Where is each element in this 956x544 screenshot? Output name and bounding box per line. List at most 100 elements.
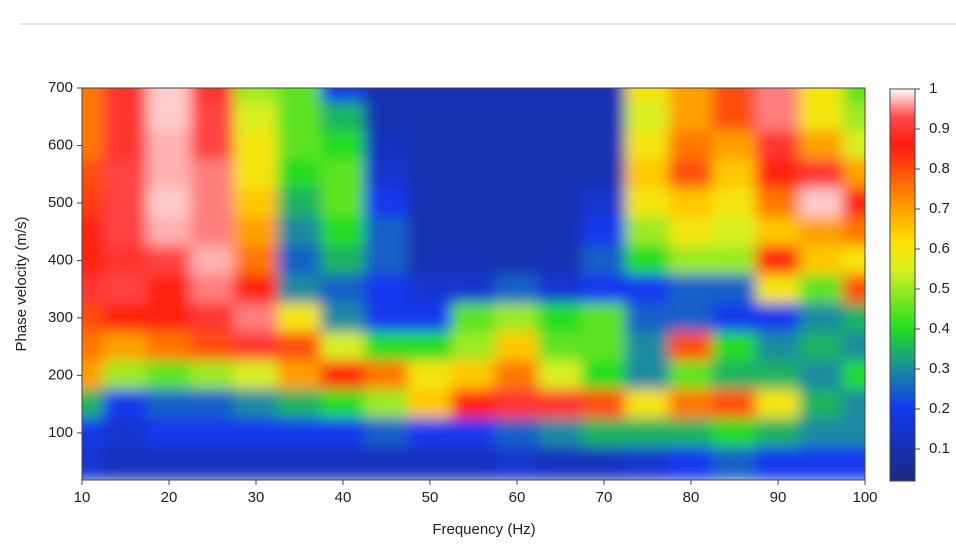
heat-cell: [538, 216, 583, 247]
heat-cell: [190, 88, 235, 103]
heat-cell: [581, 360, 627, 391]
heat-cell: [625, 446, 670, 480]
heat-cell: [82, 216, 105, 247]
colorbar-tick-label: 0.8: [929, 160, 950, 177]
heat-cell: [625, 216, 670, 247]
heat-cell: [625, 303, 670, 333]
heat-cell: [581, 274, 627, 305]
heat-cell: [712, 417, 757, 448]
y-tick-label: 600: [48, 136, 73, 153]
heat-cell: [82, 274, 105, 305]
heat-cell: [233, 159, 279, 190]
heat-cell: [755, 216, 801, 247]
heat-cell: [146, 446, 192, 480]
heat-cell: [277, 216, 322, 247]
colorbar-tick-label: 0.5: [929, 280, 950, 297]
heat-cell: [407, 101, 453, 132]
heat-cell: [320, 446, 366, 480]
heat-cell: [82, 159, 105, 190]
heat-cell: [320, 331, 366, 362]
heat-cell: [233, 101, 279, 132]
heat-cell: [799, 389, 844, 419]
heat-cell: [668, 216, 714, 247]
heat-cell: [190, 188, 235, 218]
heat-cell: [277, 389, 322, 419]
heat-cell: [82, 360, 105, 391]
heat-cell: [668, 188, 714, 218]
heat-cell: [494, 360, 540, 391]
heat-cell: [625, 101, 670, 132]
heat-cell: [233, 88, 279, 103]
heat-cell: [146, 245, 192, 276]
heat-cell: [320, 188, 366, 218]
heat-cell: [494, 130, 540, 161]
heat-cell: [494, 101, 540, 132]
heat-cell: [538, 331, 583, 362]
colorbar-tick-label: 0.7: [929, 200, 950, 217]
heat-cell: [190, 417, 235, 448]
heat-cell: [668, 446, 714, 480]
heat-cell: [581, 446, 627, 480]
x-tick-label: 80: [683, 489, 700, 506]
heat-cell: [755, 331, 801, 362]
y-tick-label: 400: [48, 251, 73, 268]
heat-cell: [451, 245, 496, 276]
heat-cell: [320, 88, 366, 103]
heat-cell: [494, 331, 540, 362]
heat-cell: [146, 389, 192, 419]
heat-cell: [799, 417, 844, 448]
heat-cell: [320, 245, 366, 276]
heat-cell: [103, 130, 148, 161]
heat-cell: [625, 130, 670, 161]
heat-cell: [494, 188, 540, 218]
x-tick-label: 20: [161, 489, 178, 506]
heat-cell: [364, 417, 409, 448]
heat-cell: [277, 159, 322, 190]
heat-cell: [538, 360, 583, 391]
heat-cell: [82, 245, 105, 276]
heat-cell: [277, 274, 322, 305]
heat-cell: [712, 360, 757, 391]
heat-cell: [625, 417, 670, 448]
heat-cell: [407, 159, 453, 190]
heat-cell: [712, 130, 757, 161]
y-tick-label: 300: [48, 309, 73, 326]
heat-cell: [146, 303, 192, 333]
heat-cell: [538, 417, 583, 448]
heat-cell: [320, 130, 366, 161]
heat-cell: [103, 216, 148, 247]
heat-cell: [82, 446, 105, 480]
heat-cell: [494, 303, 540, 333]
heat-cell: [668, 417, 714, 448]
heat-cell: [842, 303, 865, 333]
heat-cell: [842, 446, 865, 480]
heat-cell: [755, 417, 801, 448]
heat-cell: [82, 188, 105, 218]
heat-cell: [190, 389, 235, 419]
heat-cell: [538, 303, 583, 333]
heat-cell: [407, 245, 453, 276]
heat-cell: [712, 303, 757, 333]
heat-cell: [277, 303, 322, 333]
heat-cell: [277, 88, 322, 103]
heat-cell: [277, 446, 322, 480]
heat-cell: [581, 88, 627, 103]
heat-cell: [451, 101, 496, 132]
heat-cell: [581, 101, 627, 132]
heat-cell: [799, 360, 844, 391]
heat-cell: [581, 159, 627, 190]
heat-cell: [712, 245, 757, 276]
heat-cell: [82, 389, 105, 419]
x-tick-label: 40: [335, 489, 352, 506]
heat-cell: [755, 159, 801, 190]
heat-cell: [103, 417, 148, 448]
heat-cell: [668, 159, 714, 190]
heat-cell: [842, 188, 865, 218]
heat-cell: [407, 188, 453, 218]
heat-cell: [82, 130, 105, 161]
heat-cell: [320, 417, 366, 448]
heat-cell: [625, 389, 670, 419]
heat-cell: [451, 360, 496, 391]
x-tick-label: 100: [852, 489, 877, 506]
heat-cell: [146, 360, 192, 391]
